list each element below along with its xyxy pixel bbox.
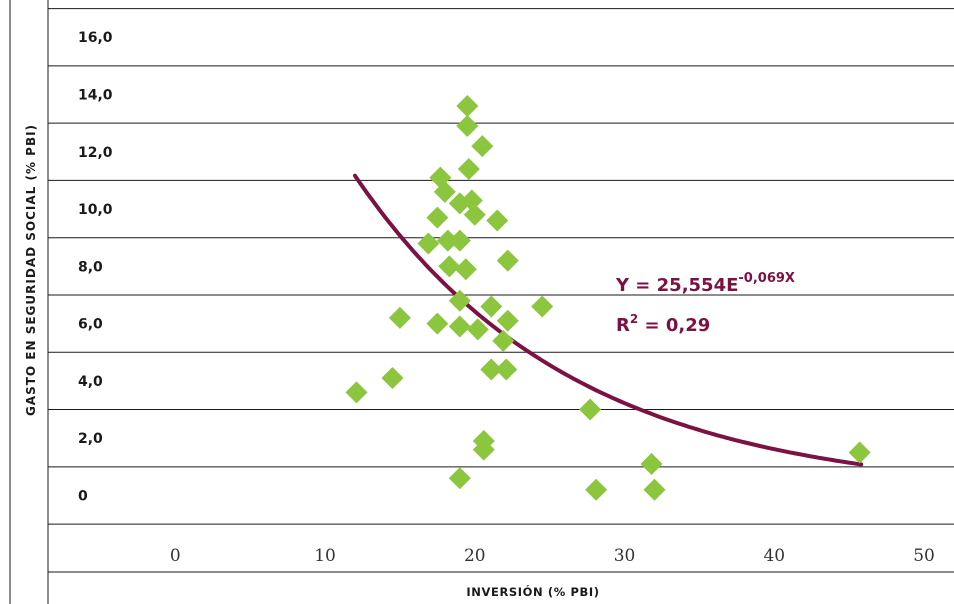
x-tick-label: 10	[314, 546, 336, 566]
data-point	[463, 203, 486, 226]
y-tick-label: 8,0	[78, 259, 103, 275]
data-point	[579, 398, 602, 421]
y-tick-label: 14,0	[78, 88, 113, 104]
data-point	[426, 206, 449, 229]
data-point	[643, 478, 666, 501]
data-point	[531, 295, 554, 318]
r-squared-value: = 0,29	[638, 315, 710, 336]
data-point	[345, 381, 368, 404]
data-points	[345, 94, 871, 501]
r-squared-label: R2 = 0,29	[616, 312, 710, 336]
x-tick-label: 20	[464, 546, 486, 566]
x-tick-label: 30	[614, 546, 636, 566]
data-point	[426, 312, 449, 335]
data-point	[495, 358, 518, 381]
y-tick-label: 6,0	[78, 317, 103, 333]
y-tick-label: 4,0	[78, 374, 103, 390]
data-point	[496, 309, 519, 332]
data-point	[472, 430, 495, 453]
chart-frame	[9, 0, 954, 604]
equation-base: Y = 25,554E	[615, 275, 738, 296]
y-tick-label: 2,0	[78, 431, 103, 447]
x-tick-label: 50	[913, 546, 935, 566]
data-point	[466, 318, 489, 341]
data-point	[433, 180, 456, 203]
y-axis-label: GASTO EN SEGURIDAD SOCIAL (% PBI)	[24, 124, 38, 416]
trendline-layer	[353, 173, 864, 467]
data-point	[496, 249, 519, 272]
trendline-equation: Y = 25,554E-0,069X	[615, 271, 795, 296]
data-point	[456, 94, 479, 117]
y-tick-label: 0	[78, 488, 88, 504]
data-point	[585, 478, 608, 501]
data-point	[492, 329, 515, 352]
data-point	[448, 229, 471, 252]
data-point	[454, 258, 477, 281]
data-point	[417, 232, 440, 255]
data-point	[457, 157, 480, 180]
y-tick-label: 12,0	[78, 145, 113, 161]
data-point	[438, 255, 461, 278]
y-tick-labels: 0 2,0 4,0 6,0 8,0 10,0 12,0 14,0 16,0	[78, 30, 113, 504]
data-point	[480, 358, 503, 381]
x-axis-label: INVERSIÓN (% PBI)	[466, 584, 599, 599]
data-point	[471, 135, 494, 158]
r-squared-symbol: R	[616, 315, 630, 336]
data-point	[848, 441, 871, 464]
data-point	[436, 229, 459, 252]
y-tick-label: 16,0	[78, 30, 113, 46]
y-tick-label: 10,0	[78, 202, 113, 218]
data-point	[448, 289, 471, 312]
data-point	[388, 306, 411, 329]
data-point	[480, 295, 503, 318]
data-point	[640, 452, 663, 475]
data-point	[381, 367, 404, 390]
gridlines	[48, 8, 954, 525]
x-tick-label: 40	[763, 546, 785, 566]
x-tick-label: 0	[170, 546, 181, 566]
trendline-curve	[353, 173, 864, 467]
x-tick-labels: 0 10 20 30 40 50	[170, 546, 935, 566]
data-point	[486, 209, 509, 232]
data-point	[456, 115, 479, 138]
equation-exponent: -0,069X	[738, 271, 795, 286]
r-squared-power: 2	[630, 312, 638, 326]
data-point	[448, 315, 471, 338]
data-point	[460, 189, 483, 212]
data-point	[448, 467, 471, 490]
